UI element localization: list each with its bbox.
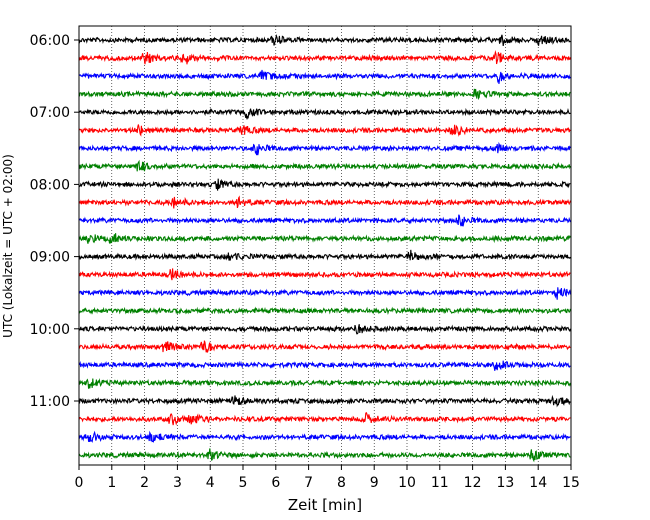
trace-0730	[78, 141, 571, 156]
plot-frame	[78, 25, 572, 466]
y-tick-label: 10:00	[30, 322, 70, 338]
trace-1100	[78, 394, 571, 408]
x-tick-label: 7	[304, 475, 313, 491]
trace-0600	[78, 33, 571, 47]
trace-0845	[78, 233, 571, 244]
x-tick-label: 1	[107, 475, 116, 491]
x-tick-label: 13	[496, 475, 514, 491]
x-tick-label: 11	[431, 475, 449, 491]
trace-1015	[78, 340, 571, 353]
trace-0915	[78, 268, 571, 281]
x-tick-label: 15	[562, 475, 580, 491]
trace-0900	[78, 249, 571, 261]
y-tick-label: 06:00	[30, 33, 70, 49]
y-tick-label: 08:00	[30, 177, 70, 193]
x-axis-label: Zeit [min]	[288, 496, 362, 514]
trace-0700	[78, 107, 571, 120]
trace-1145	[78, 448, 571, 463]
trace-0800	[78, 178, 571, 191]
y-axis-ticks: 06:00 07:00 08:00 09:00 10:00 11:00	[30, 33, 79, 410]
trace-1045	[78, 378, 571, 389]
trace-1115	[78, 412, 571, 426]
trace-0830	[78, 214, 571, 227]
trace-1000	[78, 324, 571, 335]
y-tick-label: 09:00	[30, 250, 70, 266]
x-tick-label: 2	[140, 475, 149, 491]
x-tick-label: 10	[398, 475, 416, 491]
y-axis-label: UTC (Lokalzeit = UTC + 02:00)	[1, 154, 15, 338]
x-axis-ticks: 0 1 2 3 4 5 6 7 8 9 10 11 12 13 14 15	[75, 465, 580, 491]
vertical-grid	[111, 26, 539, 465]
trace-0715	[78, 124, 571, 137]
trace-0615	[78, 50, 571, 65]
trace-0745	[78, 159, 571, 172]
x-tick-label: 3	[173, 475, 182, 491]
x-tick-label: 9	[370, 475, 379, 491]
trace-0930	[78, 287, 571, 300]
seismic-traces	[78, 33, 571, 463]
x-tick-label: 14	[529, 475, 547, 491]
trace-0645	[78, 88, 571, 101]
trace-1130	[78, 430, 571, 443]
x-tick-label: 6	[271, 475, 280, 491]
trace-1030	[78, 360, 571, 371]
trace-0945	[78, 306, 571, 316]
x-tick-label: 12	[464, 475, 482, 491]
x-tick-label: 8	[337, 475, 346, 491]
trace-0630	[78, 69, 571, 84]
x-tick-label: 0	[75, 475, 84, 491]
y-tick-label: 07:00	[30, 105, 70, 121]
x-tick-label: 5	[239, 475, 248, 491]
trace-0815	[78, 195, 571, 209]
x-tick-label: 4	[206, 475, 215, 491]
y-tick-label: 11:00	[30, 394, 70, 410]
